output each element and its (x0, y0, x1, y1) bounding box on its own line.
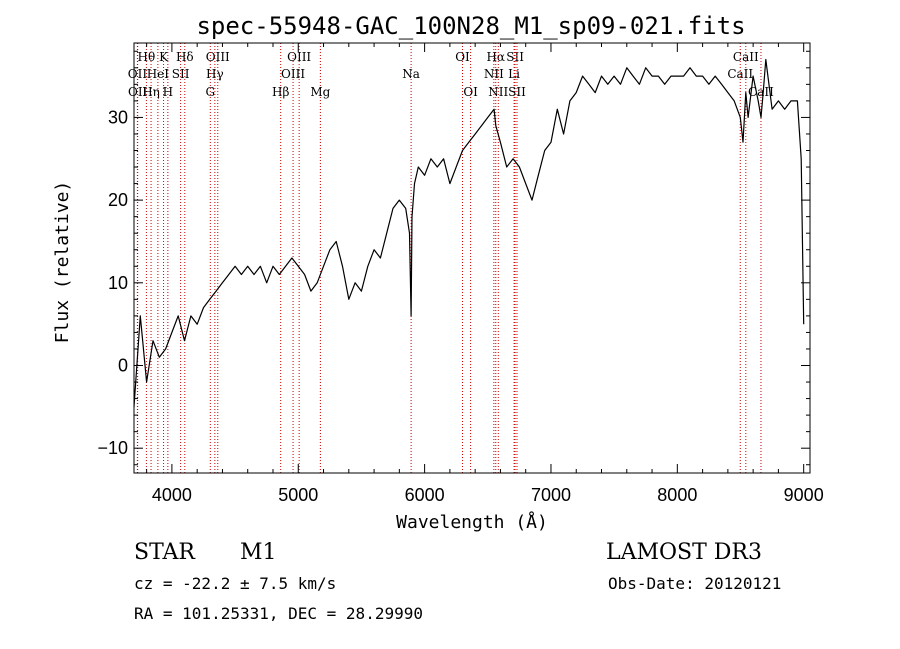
chart-title: spec-55948-GAC_100N28_M1_sp09-021.fits (196, 12, 745, 40)
x-tick-label: 5000 (278, 485, 318, 505)
spectral-line-label: Hη (142, 85, 160, 99)
spectral-line-label: SII (508, 85, 526, 99)
y-tick-label: −10 (97, 438, 128, 458)
x-axis-title: Wavelength (Å) (396, 511, 548, 533)
spectral-line-label: Hα (486, 50, 505, 64)
spectral-line-label: OI (455, 50, 470, 64)
observation-date: Obs-Date: 20120121 (608, 574, 782, 593)
spectral-line-label: Hθ (138, 50, 156, 64)
spectral-line-label: CaII (733, 50, 759, 64)
x-tick-label: 4000 (152, 485, 192, 505)
spectral-line-label: SII (172, 67, 190, 81)
spectral-line-label: OI (463, 85, 478, 99)
spectral-line-label: OIII (281, 67, 305, 81)
spectral-line-label: HeI (147, 67, 170, 81)
spectral-line-label: H (163, 85, 173, 99)
x-tick-label: 7000 (531, 485, 571, 505)
spectral-line-label: Li (508, 67, 520, 81)
x-tick-label: 9000 (784, 485, 824, 505)
coordinates-readout: RA = 101.25331, DEC = 28.29990 (134, 604, 423, 623)
spectral-line-label: SII (506, 50, 524, 64)
spectral-line-label: CaII (748, 85, 774, 99)
spectral-line-label: NII (484, 67, 504, 81)
spectral-line-label: OIII (287, 50, 311, 64)
y-tick-label: 30 (108, 107, 128, 127)
spectral-line-label: OIII (206, 50, 230, 64)
spectral-line-label: CaII (727, 67, 753, 81)
object-subclass: M1 (240, 540, 277, 565)
spectral-line-label: G (206, 85, 216, 99)
y-axis-title: Flux (relative) (52, 181, 73, 344)
y-tick-label: 0 (118, 356, 128, 376)
spectral-line-label: K (159, 50, 169, 64)
x-axis: 4000 5000 6000 7000 8000 9000 (146, 43, 824, 505)
x-tick-label: 6000 (405, 485, 445, 505)
spectral-line-label: Hδ (176, 50, 194, 64)
spectral-line-label: Hγ (206, 67, 224, 81)
spectrum-line (133, 58, 805, 407)
plot-frame (133, 42, 811, 474)
x-tick-label: 8000 (657, 485, 697, 505)
object-class: STAR (134, 540, 195, 565)
spectral-line-label: Na (402, 67, 420, 81)
spectral-line-label: OII (128, 85, 148, 99)
spectral-line-label: NII (488, 85, 508, 99)
spectral-line-label: Mg (310, 85, 330, 99)
spectral-line-label: Hβ (272, 85, 289, 99)
survey-label: LAMOST DR3 (606, 540, 762, 565)
y-axis: −10 0 10 20 30 (97, 50, 810, 466)
y-tick-label: 20 (108, 190, 128, 210)
y-tick-label: 10 (108, 273, 128, 293)
velocity-readout: cz = -22.2 ± 7.5 km/s (134, 574, 337, 593)
